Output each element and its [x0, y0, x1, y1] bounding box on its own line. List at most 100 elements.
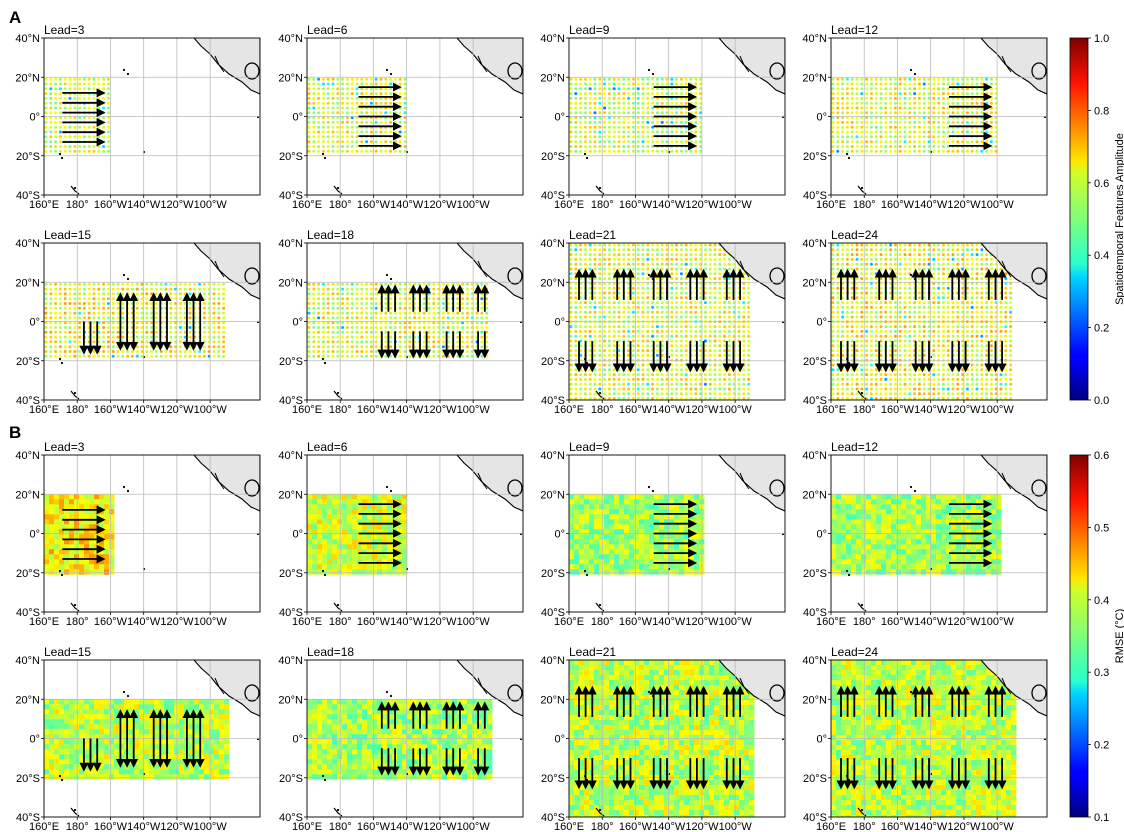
amplitude-dot	[961, 140, 965, 144]
amplitude-dot	[341, 282, 345, 286]
amplitude-dot	[307, 340, 311, 344]
amplitude-dot	[631, 253, 635, 257]
amplitude-dot	[989, 149, 993, 153]
amplitude-dot	[898, 120, 902, 124]
amplitude-dot	[708, 387, 712, 391]
amplitude-dot	[703, 267, 707, 271]
amplitude-dot	[612, 392, 616, 396]
amplitude-dot	[135, 297, 139, 301]
amplitude-dot	[689, 111, 693, 115]
amplitude-dot	[865, 77, 869, 81]
amplitude-dot	[937, 243, 941, 247]
amplitude-dot	[655, 325, 659, 329]
amplitude-dot	[869, 111, 873, 115]
amplitude-dot	[593, 145, 597, 148]
amplitude-dot	[670, 291, 674, 295]
amplitude-dot	[889, 130, 893, 134]
amplitude-dot	[684, 329, 688, 333]
amplitude-dot	[174, 316, 178, 320]
amplitude-dot	[465, 292, 469, 296]
amplitude-dot	[336, 292, 340, 296]
amplitude-dot	[583, 305, 587, 309]
amplitude-dot	[222, 316, 226, 320]
x-tick-label: 160°W	[619, 404, 653, 416]
amplitude-dot	[598, 145, 602, 148]
amplitude-dot	[627, 305, 631, 309]
amplitude-dot	[326, 321, 330, 325]
x-tick-label: 140°W	[127, 404, 161, 416]
amplitude-dot	[713, 272, 717, 276]
amplitude-dot	[831, 82, 835, 86]
amplitude-dot	[869, 135, 873, 139]
amplitude-dot	[612, 286, 616, 290]
amplitude-dot	[355, 106, 359, 110]
y-tick-label: 40°N	[540, 33, 565, 45]
amplitude-dot	[622, 382, 626, 386]
amplitude-dot	[869, 267, 873, 271]
amplitude-dot	[583, 248, 587, 252]
amplitude-dot	[932, 286, 936, 290]
amplitude-dot	[675, 111, 679, 115]
amplitude-dot	[408, 316, 412, 320]
amplitude-dot	[641, 349, 645, 353]
amplitude-dot	[150, 292, 154, 296]
x-tick-label: 180°	[329, 404, 352, 416]
amplitude-dot	[708, 339, 712, 343]
amplitude-dot	[403, 335, 407, 339]
amplitude-dot	[217, 287, 221, 291]
amplitude-dot	[326, 306, 330, 310]
amplitude-dot	[475, 326, 479, 329]
propagation-arrows	[653, 82, 698, 151]
island	[336, 391, 340, 395]
amplitude-dot	[188, 330, 192, 334]
amplitude-dot	[913, 82, 917, 86]
amplitude-dot	[574, 101, 578, 105]
amplitude-dot	[355, 140, 359, 144]
amplitude-dot	[884, 248, 888, 252]
amplitude-dot	[917, 135, 921, 139]
amplitude-dot	[588, 96, 592, 100]
amplitude-dot	[393, 111, 397, 115]
amplitude-dot	[684, 334, 688, 338]
amplitude-dot	[403, 326, 407, 329]
amplitude-dot	[49, 149, 53, 153]
amplitude-dot	[54, 316, 58, 320]
amplitude-dot	[331, 340, 335, 344]
amplitude-dot	[355, 345, 359, 349]
amplitude-dot	[384, 326, 388, 329]
amplitude-dot	[980, 87, 984, 91]
amplitude-dot	[598, 77, 602, 81]
amplitude-dot	[150, 330, 154, 334]
amplitude-dot	[884, 101, 888, 105]
amplitude-dot	[49, 145, 53, 148]
amplitude-dot	[956, 82, 960, 86]
amplitude-dot	[703, 387, 707, 391]
amplitude-dot	[893, 286, 897, 290]
amplitude-dot	[879, 106, 883, 110]
amplitude-dot	[689, 253, 693, 257]
amplitude-dot	[922, 82, 926, 86]
amplitude-dot	[451, 311, 455, 315]
amplitude-dot	[150, 282, 154, 286]
amplitude-dot	[980, 248, 984, 252]
amplitude-dot	[612, 87, 616, 91]
amplitude-dot	[106, 82, 110, 86]
amplitude-dot	[312, 311, 316, 315]
amplitude-dot	[641, 301, 645, 305]
amplitude-dot	[317, 350, 321, 353]
amplitude-dot	[965, 296, 969, 300]
amplitude-dot	[598, 253, 602, 257]
amplitude-dot	[326, 292, 330, 296]
amplitude-dot	[603, 305, 607, 309]
amplitude-dot	[836, 96, 840, 100]
amplitude-dot	[932, 253, 936, 257]
amplitude-dot	[480, 326, 484, 329]
amplitude-dot	[369, 92, 373, 96]
amplitude-dot	[617, 106, 621, 110]
amplitude-dot	[49, 106, 53, 110]
amplitude-dot	[102, 330, 106, 334]
amplitude-dot	[684, 140, 688, 144]
amplitude-dot	[684, 87, 688, 91]
amplitude-dot	[908, 101, 912, 105]
amplitude-dot	[723, 310, 727, 314]
